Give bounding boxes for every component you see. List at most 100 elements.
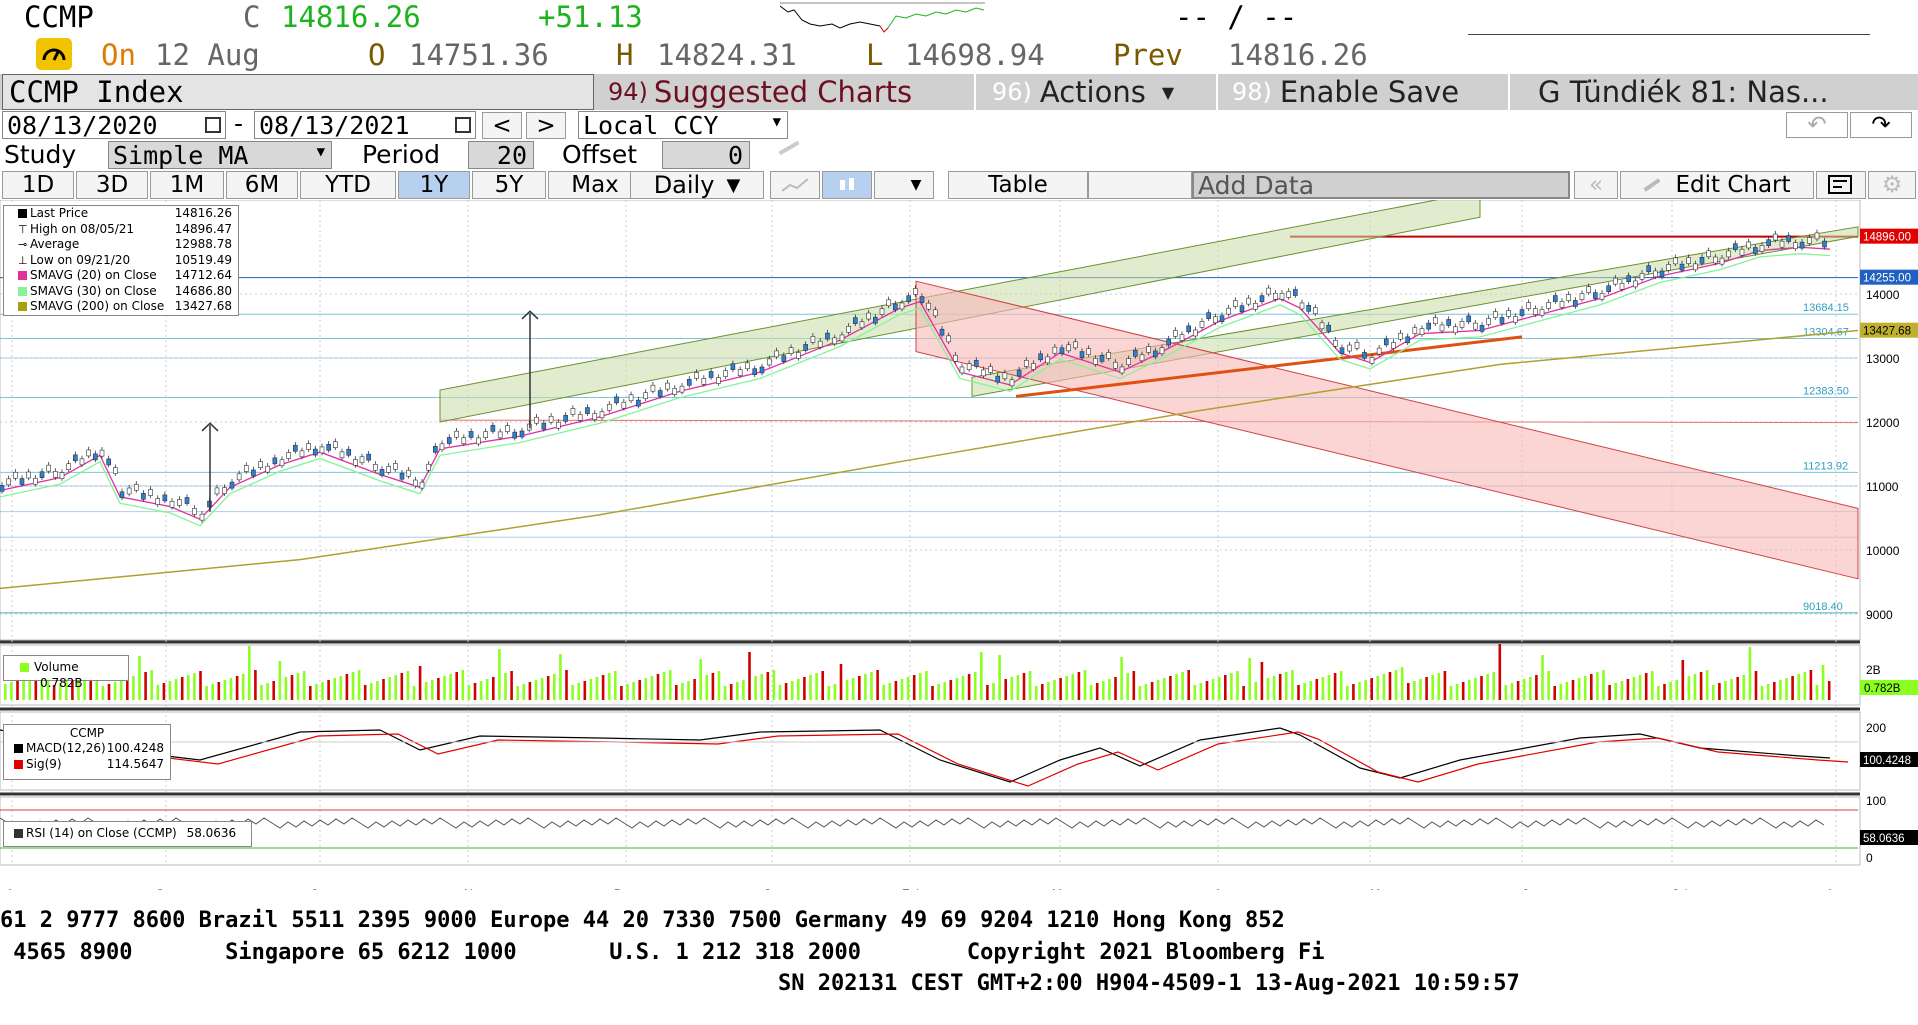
candle-body bbox=[810, 336, 816, 343]
volume-bar bbox=[986, 685, 989, 700]
candle-body bbox=[817, 340, 823, 348]
candle-body bbox=[177, 499, 182, 506]
candle-body bbox=[1573, 300, 1578, 307]
candle-body bbox=[39, 471, 45, 479]
frequency-select[interactable]: Daily ▼ bbox=[630, 171, 764, 199]
candle-body bbox=[1146, 346, 1151, 353]
candle-body bbox=[236, 473, 242, 481]
study-select[interactable]: Simple MA ▼ bbox=[108, 141, 332, 170]
level-label: 9018.40 bbox=[1803, 601, 1843, 613]
candle-body bbox=[1459, 321, 1465, 328]
volume-bar bbox=[1529, 677, 1532, 700]
gauge-icon[interactable] bbox=[36, 38, 72, 70]
redo-button[interactable]: ↷ bbox=[1850, 112, 1912, 138]
gear-button[interactable]: ⚙ bbox=[1868, 171, 1916, 199]
chart-settings-button[interactable] bbox=[1816, 171, 1866, 199]
volume-bar bbox=[1498, 644, 1502, 700]
price-tick-label: 10000 bbox=[1866, 544, 1900, 558]
volume-bar bbox=[1461, 682, 1465, 700]
candle-body bbox=[1133, 350, 1138, 357]
add-data-field[interactable]: Add Data bbox=[1192, 171, 1570, 200]
candle-body bbox=[853, 317, 858, 324]
volume-bar bbox=[1272, 676, 1276, 700]
candle-body bbox=[169, 501, 175, 508]
candle-body bbox=[1799, 241, 1805, 249]
suggested-charts-button[interactable]: 94) Suggested Charts bbox=[598, 74, 976, 110]
volume-bar bbox=[1156, 680, 1160, 700]
volume-bar bbox=[815, 673, 818, 700]
sma30-line bbox=[0, 253, 1831, 527]
period-button-ytd[interactable]: YTD bbox=[300, 171, 396, 199]
volume-bar bbox=[1285, 672, 1288, 700]
candle-body bbox=[1113, 361, 1118, 369]
user-chart-name[interactable]: G Tündiék 81: Nas... bbox=[1538, 75, 1829, 109]
volume-bar bbox=[485, 679, 489, 700]
pencil-icon[interactable] bbox=[778, 140, 800, 156]
edit-chart-button[interactable]: Edit Chart bbox=[1620, 171, 1814, 199]
period-button-1m[interactable]: 1M bbox=[150, 171, 224, 199]
candle-body bbox=[490, 425, 496, 432]
volume-bar bbox=[217, 682, 221, 700]
quote-date: 12 Aug bbox=[155, 38, 260, 72]
change-value: +51.13 bbox=[538, 0, 643, 34]
actions-button[interactable]: 96) Actions ▼ bbox=[978, 74, 1218, 110]
high-label: H bbox=[616, 38, 634, 72]
volume-bar bbox=[1748, 647, 1752, 700]
candle-chart-button[interactable] bbox=[822, 171, 872, 199]
volume-bar bbox=[1474, 678, 1477, 700]
red-level-line bbox=[439, 419, 1859, 424]
offset-field[interactable]: 0 bbox=[662, 141, 750, 170]
candle-body bbox=[126, 487, 132, 495]
period-button-1y[interactable]: 1Y bbox=[398, 171, 470, 199]
undo-button[interactable]: ↶ bbox=[1786, 112, 1848, 138]
volume-bar bbox=[1278, 674, 1282, 700]
volume-bar bbox=[174, 679, 178, 700]
month-label: Dec bbox=[614, 887, 635, 890]
line-chart-button[interactable] bbox=[770, 171, 820, 199]
currency-select[interactable]: Local CCY ▼ bbox=[578, 111, 788, 140]
period-field[interactable]: 20 bbox=[468, 141, 534, 170]
date-separator: - bbox=[234, 109, 244, 138]
volume-bar bbox=[1663, 684, 1666, 700]
period-button-1d[interactable]: 1D bbox=[2, 171, 74, 199]
security-title[interactable]: CCMP Index bbox=[2, 74, 594, 110]
prev-range-button[interactable]: < bbox=[482, 112, 522, 139]
candle-body bbox=[1066, 344, 1071, 352]
volume-bar bbox=[211, 684, 214, 700]
candle-body bbox=[26, 471, 31, 479]
candle-body bbox=[13, 471, 18, 479]
calendar-icon[interactable] bbox=[455, 117, 471, 133]
volume-bar bbox=[1413, 681, 1416, 700]
end-date-field[interactable]: 08/13/2021 bbox=[254, 111, 476, 140]
rewind-button[interactable]: « bbox=[1574, 171, 1618, 199]
period-button-5y[interactable]: 5Y bbox=[472, 171, 546, 199]
next-range-button[interactable]: > bbox=[526, 112, 566, 139]
volume-bar bbox=[1358, 682, 1361, 700]
candle-body bbox=[468, 431, 474, 438]
period-button-3d[interactable]: 3D bbox=[76, 171, 148, 199]
chart-area[interactable]: 14000 13000 12000 11000 10000 9000 13684.15 133… bbox=[0, 200, 1918, 890]
period-button-6m[interactable]: 6M bbox=[226, 171, 298, 199]
footer-line-1: 61 2 9777 8600 Brazil 5511 2395 9000 Eur… bbox=[0, 908, 1285, 933]
price-tick-label: 11000 bbox=[1866, 480, 1899, 494]
period-button-max[interactable]: Max bbox=[548, 171, 642, 199]
volume-bar bbox=[1364, 680, 1367, 700]
volume-bar bbox=[900, 679, 904, 700]
table-button[interactable]: Table bbox=[948, 171, 1088, 199]
candle-body bbox=[1079, 351, 1085, 358]
start-date-field[interactable]: 08/13/2020 bbox=[2, 111, 226, 140]
candle-body bbox=[643, 392, 648, 399]
calendar-icon[interactable] bbox=[205, 117, 221, 133]
chart-type-dropdown[interactable]: ▼ bbox=[874, 171, 934, 199]
chevron-down-icon: ▼ bbox=[910, 177, 922, 193]
candle-body bbox=[1313, 307, 1318, 314]
enable-save-button[interactable]: 98) Enable Save bbox=[1220, 74, 1510, 110]
symbol: CCMP bbox=[24, 0, 94, 34]
macd-line bbox=[0, 727, 1831, 783]
candle-body bbox=[846, 325, 851, 333]
month-label: Jun bbox=[1522, 887, 1541, 890]
volume-bar bbox=[1565, 682, 1569, 700]
legend-value: 14686.80 bbox=[174, 283, 232, 298]
macd-label: MACD(12,26) bbox=[26, 741, 106, 755]
volume-bar bbox=[77, 677, 80, 700]
